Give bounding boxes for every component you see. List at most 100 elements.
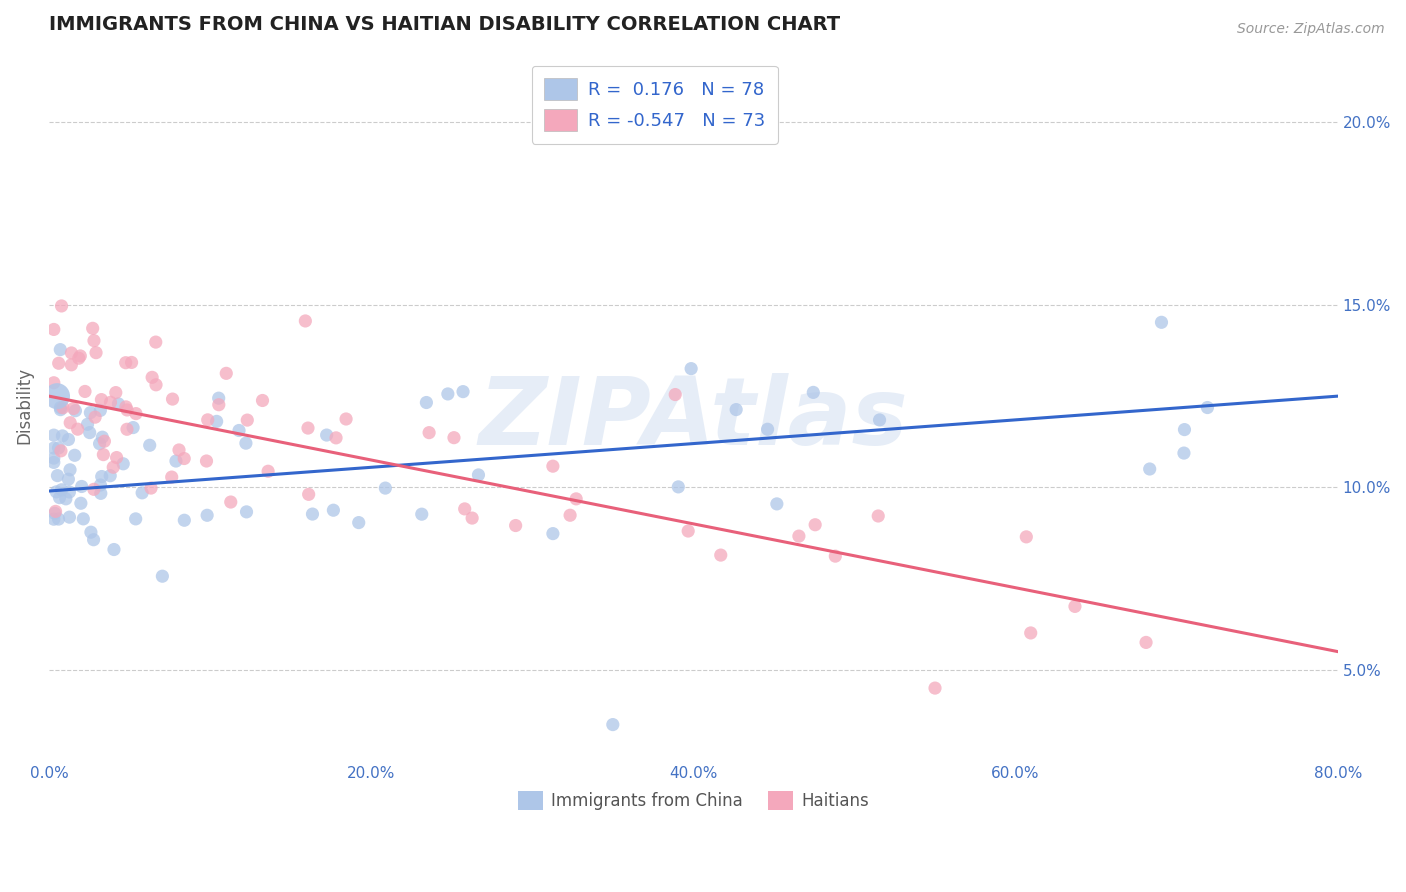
Point — [44, 507, 66, 521]
Point — [63, 448, 86, 462]
Point — [541, 459, 564, 474]
Point — [51, 429, 73, 443]
Point — [49, 402, 72, 417]
Point — [65, 403, 87, 417]
Point — [48, 356, 70, 370]
Point — [69, 349, 91, 363]
Point — [84, 345, 107, 359]
Point — [84, 410, 107, 425]
Point — [297, 421, 319, 435]
Point — [1135, 635, 1157, 649]
Point — [228, 424, 250, 438]
Point — [565, 491, 588, 506]
Point — [79, 406, 101, 420]
Point — [205, 414, 228, 428]
Y-axis label: Disability: Disability — [15, 367, 32, 444]
Point — [58, 472, 80, 486]
Point — [437, 387, 460, 401]
Point — [215, 367, 238, 381]
Point — [165, 454, 187, 468]
Point — [924, 681, 946, 695]
Point — [167, 442, 190, 457]
Point — [1150, 315, 1173, 329]
Point — [90, 469, 112, 483]
Point — [104, 385, 127, 400]
Point — [115, 400, 138, 414]
Point — [42, 441, 65, 455]
Point — [131, 486, 153, 500]
Point — [347, 516, 370, 530]
Point — [150, 569, 173, 583]
Point — [83, 334, 105, 348]
Point — [451, 384, 474, 399]
Point — [602, 717, 624, 731]
Point — [89, 436, 111, 450]
Point — [42, 376, 65, 390]
Point — [467, 467, 489, 482]
Point — [49, 343, 72, 357]
Point — [315, 428, 337, 442]
Point — [66, 422, 89, 436]
Point — [42, 451, 65, 466]
Point — [411, 507, 433, 521]
Point — [51, 299, 73, 313]
Point — [60, 358, 83, 372]
Point — [114, 356, 136, 370]
Point — [335, 412, 357, 426]
Point — [415, 395, 437, 409]
Point — [59, 463, 82, 477]
Point — [505, 518, 527, 533]
Point — [45, 504, 67, 518]
Point — [804, 517, 827, 532]
Point — [72, 512, 94, 526]
Point — [83, 533, 105, 547]
Point — [195, 454, 218, 468]
Point — [125, 512, 148, 526]
Point — [869, 413, 891, 427]
Point — [252, 393, 274, 408]
Point — [107, 397, 129, 411]
Point — [418, 425, 440, 440]
Point — [76, 417, 98, 432]
Point — [801, 385, 824, 400]
Point — [322, 503, 344, 517]
Point — [82, 321, 104, 335]
Point — [80, 525, 103, 540]
Point — [294, 314, 316, 328]
Point — [298, 487, 321, 501]
Point — [42, 428, 65, 442]
Point — [89, 478, 111, 492]
Point — [103, 460, 125, 475]
Point — [73, 384, 96, 399]
Point — [1064, 599, 1087, 614]
Point — [48, 491, 70, 505]
Point — [112, 457, 135, 471]
Point — [79, 425, 101, 440]
Point — [195, 508, 218, 523]
Point — [48, 512, 70, 526]
Point — [454, 502, 477, 516]
Point — [541, 526, 564, 541]
Point — [756, 422, 779, 436]
Point — [98, 468, 121, 483]
Point — [1015, 530, 1038, 544]
Legend: Immigrants from China, Haitians: Immigrants from China, Haitians — [512, 784, 876, 817]
Point — [236, 413, 259, 427]
Point — [93, 434, 115, 449]
Point — [90, 486, 112, 500]
Point — [48, 441, 70, 455]
Point — [1173, 446, 1195, 460]
Point — [55, 491, 77, 506]
Point — [1173, 423, 1195, 437]
Point — [710, 548, 733, 562]
Point — [208, 391, 231, 405]
Point — [160, 470, 183, 484]
Point — [235, 505, 257, 519]
Point — [93, 448, 115, 462]
Point — [42, 512, 65, 526]
Point — [115, 403, 138, 417]
Point — [58, 510, 80, 524]
Point — [325, 431, 347, 445]
Point — [219, 495, 242, 509]
Point — [60, 346, 83, 360]
